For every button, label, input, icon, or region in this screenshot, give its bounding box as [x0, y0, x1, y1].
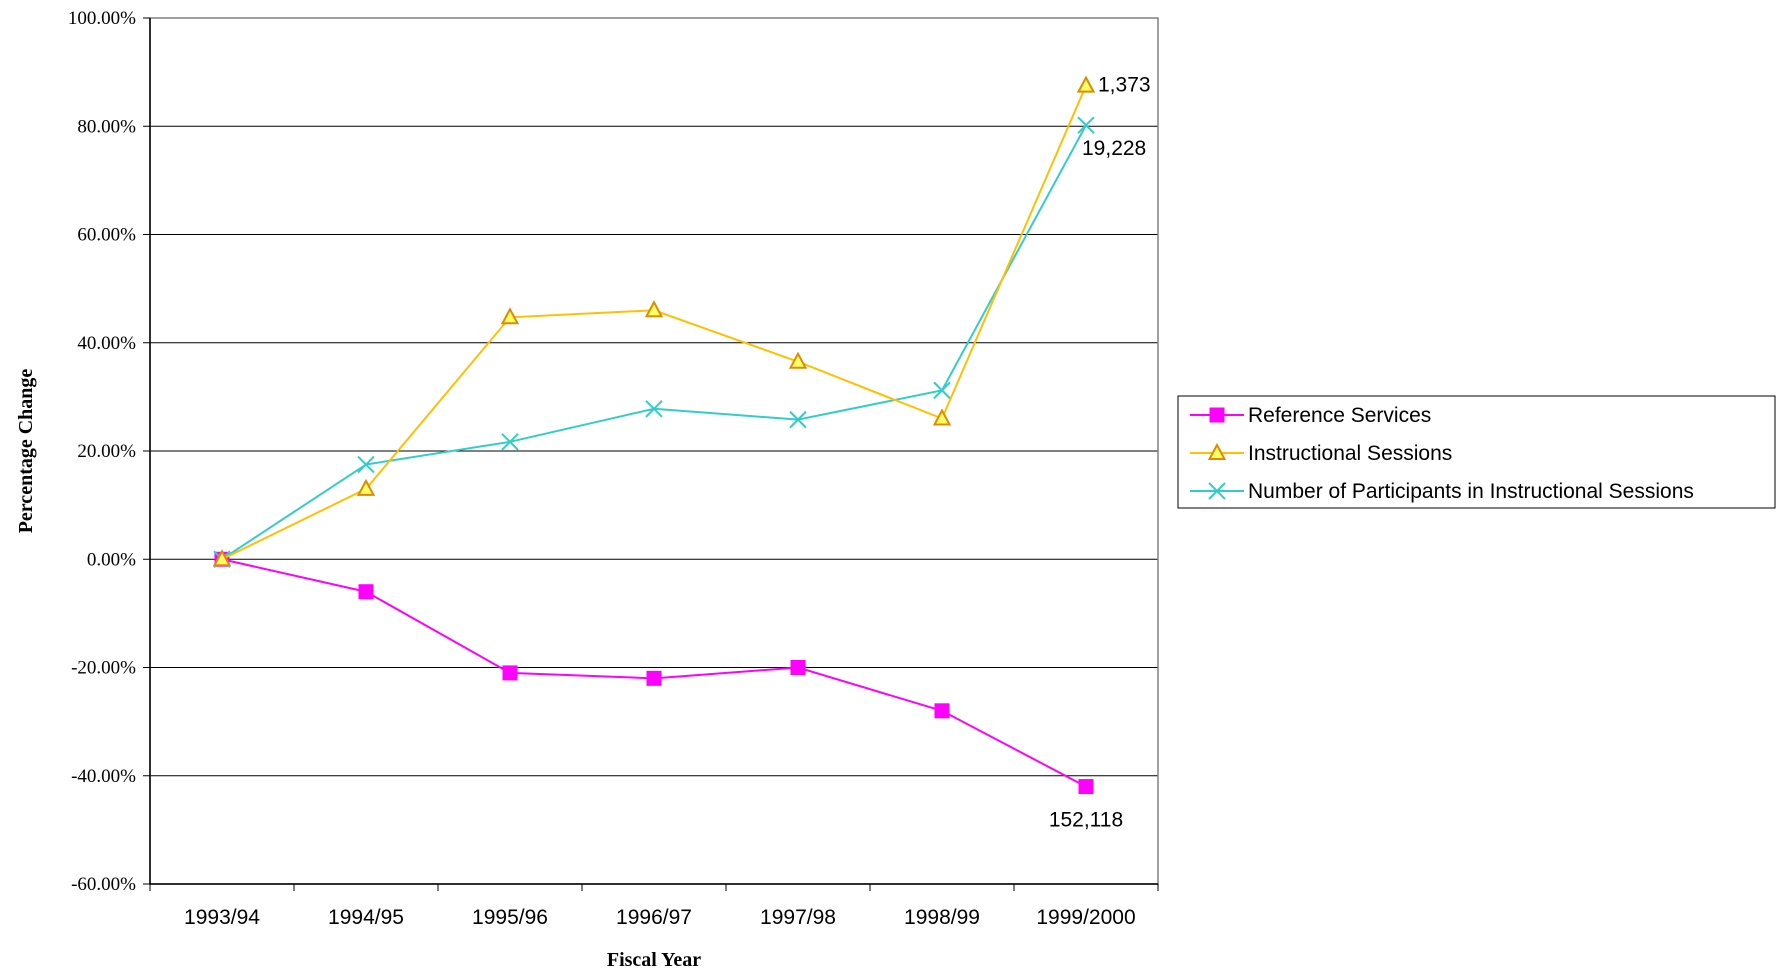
y-tick-label: -60.00% — [71, 874, 136, 895]
gridlines — [150, 18, 1158, 776]
data-point — [934, 382, 950, 398]
end-value-label: 19,228 — [1082, 137, 1146, 160]
legend-label: Instructional Sessions — [1248, 442, 1452, 465]
legend-label: Number of Participants in Instructional … — [1248, 480, 1694, 503]
series-square — [215, 552, 1093, 793]
x-tick-label: 1999/2000 — [1036, 906, 1135, 929]
x-tick-label: 1993/94 — [184, 906, 260, 929]
legend: Reference Services Instructional Sessions… — [1178, 396, 1775, 508]
end-labels: 152,118 1,373 19,228 — [1049, 74, 1151, 832]
data-point — [1078, 117, 1094, 133]
x-axis-ticks: 1993/94 1994/95 1995/96 1996/97 1997/98 1998/… — [150, 884, 1158, 929]
y-tick-label: 20.00% — [77, 441, 136, 462]
data-point — [1079, 780, 1093, 794]
data-point — [647, 302, 662, 316]
data-point — [935, 704, 949, 718]
y-tick-label: 60.00% — [77, 225, 136, 246]
y-tick-label: 100.00% — [68, 8, 136, 29]
end-value-label: 152,118 — [1049, 809, 1123, 832]
series-lines — [214, 78, 1094, 794]
data-point — [359, 585, 373, 599]
end-value-label: 1,373 — [1098, 74, 1151, 97]
y-tick-label: 80.00% — [77, 116, 136, 137]
x-axis-title: Fiscal Year — [607, 949, 701, 971]
x-tick-label: 1994/95 — [328, 906, 404, 929]
y-tick-label: 40.00% — [77, 333, 136, 354]
y-axis-title: Percentage Change — [15, 369, 37, 534]
legend-label: Reference Services — [1248, 404, 1431, 427]
x-tick-label: 1998/99 — [904, 906, 980, 929]
y-tick-label: -40.00% — [71, 766, 136, 787]
series-line — [222, 86, 1086, 560]
x-tick-label: 1997/98 — [760, 906, 836, 929]
y-tick-label: -20.00% — [71, 658, 136, 679]
series-line — [222, 125, 1086, 559]
legend-marker — [1210, 408, 1224, 422]
y-axis-ticks: 100.00% 80.00% 60.00% 40.00% 20.00% 0.00% -20.… — [68, 8, 150, 895]
data-point — [791, 661, 805, 675]
data-point — [647, 671, 661, 685]
y-tick-label: 0.00% — [87, 549, 136, 570]
x-tick-label: 1996/97 — [616, 906, 692, 929]
data-point — [1079, 78, 1094, 92]
data-point — [503, 666, 517, 680]
legend-item: Number of Participants in Instructional … — [1190, 480, 1694, 503]
x-tick-label: 1995/96 — [472, 906, 548, 929]
series-triangle — [215, 78, 1094, 566]
